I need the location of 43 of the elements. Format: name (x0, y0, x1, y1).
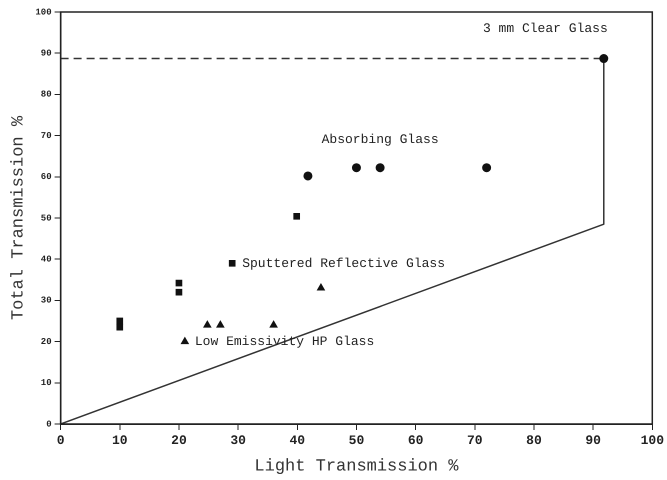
point (180, 337, 189, 344)
point (376, 163, 385, 172)
annotation: 3 mm Clear Glass (482, 20, 608, 36)
y-tick-label: 90 (40, 48, 52, 58)
y-tick-label: 40 (40, 254, 52, 264)
y-tick-label: 10 (40, 378, 52, 388)
x-tick-label: 20 (171, 433, 187, 448)
y-tick-label: 80 (40, 90, 52, 100)
x-tick-label: 50 (348, 433, 364, 448)
point (270, 320, 278, 328)
annotation: Absorbing Glass (322, 132, 439, 148)
point (293, 213, 300, 220)
x-tick-label: 80 (526, 433, 542, 448)
x-tick-label: 60 (408, 433, 424, 448)
y-tick-label: 50 (40, 213, 52, 224)
point (316, 284, 325, 291)
x-tick-label: 70 (466, 433, 483, 448)
annotation: Sputtered Reflective Glass (242, 256, 446, 271)
y-tick-label: 60 (40, 172, 52, 182)
point (228, 260, 236, 267)
x-tick-label: 90 (585, 433, 602, 448)
x-axis-title: Light Transmission % (254, 457, 460, 476)
y-tick-label: 0 (46, 419, 52, 430)
y-tick-label: 100 (35, 7, 52, 18)
y-tick-label: 30 (40, 296, 52, 306)
x-tick-label: 30 (230, 433, 246, 448)
point (176, 280, 182, 286)
point (482, 163, 492, 172)
y-axis-title: Total Transmission % (10, 115, 29, 320)
point (116, 318, 124, 324)
point (116, 324, 124, 331)
point (303, 171, 312, 180)
y-tick-label: 20 (40, 336, 52, 347)
point (203, 320, 212, 328)
point (352, 163, 361, 172)
point (216, 320, 224, 328)
x-tick-label: 0 (56, 433, 65, 448)
x-tick-label: 40 (289, 433, 306, 448)
x-tick-label: 10 (112, 433, 128, 448)
point (599, 54, 608, 64)
x-tick-label: 100 (640, 433, 664, 448)
y-tick-label: 70 (40, 130, 52, 141)
point (176, 288, 182, 296)
